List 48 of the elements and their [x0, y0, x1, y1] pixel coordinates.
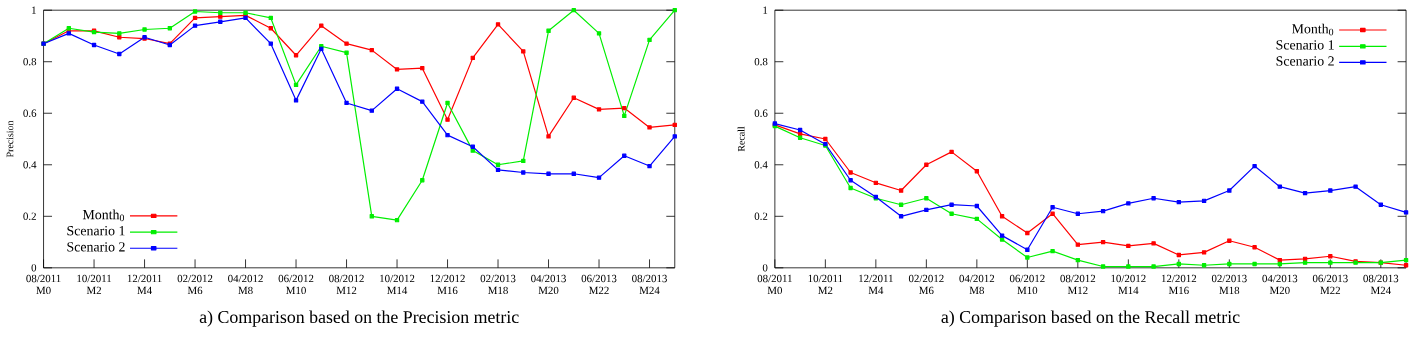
- y-tick-label: 0.8: [754, 57, 768, 66]
- y-axis-title: Precision: [6, 120, 14, 158]
- y-tick-label: 0.2: [754, 212, 768, 220]
- x-tick-label: 08/2011 M0: [757, 274, 792, 295]
- legend-label: Scenario 2: [67, 242, 125, 252]
- x-tick-label: 12/2011 M4: [859, 274, 893, 294]
- x-tick-label: 12/2012 M16: [1161, 274, 1197, 295]
- legend-label: Scenario 1: [67, 226, 125, 236]
- text: a) Comparison based on the Precision metric: [199, 310, 519, 327]
- x-tick-label: 08/2011 M0: [26, 274, 61, 295]
- y-tick-label: 0.4: [754, 161, 768, 169]
- y-tick-label: 0.4: [23, 161, 37, 169]
- y-tick-label: 0.8: [23, 57, 37, 66]
- y-tick-label: 0: [31, 264, 37, 272]
- x-tick-label: 04/2012 M8: [228, 274, 263, 295]
- x-tick-label: 12/2012 M16: [430, 274, 465, 295]
- y-tick-label: 1: [763, 6, 768, 14]
- x-tick-label: 08/2012 M12: [1060, 274, 1096, 294]
- x-tick-label: 12/2011 M4: [127, 274, 162, 294]
- y-tick-label: 0: [762, 264, 768, 272]
- x-tick-label: 10/2011 M2: [808, 274, 843, 294]
- x-tick-label: 06/2012 M10: [278, 274, 314, 295]
- x-tick-label: 10/2012 M14: [380, 274, 415, 294]
- x-tick-label: 02/2013 M18: [1211, 274, 1247, 295]
- legend-label: Scenario 2: [1276, 56, 1334, 66]
- x-tick-label: 02/2012 M6: [908, 274, 944, 295]
- x-tick-label: 06/2013 M22: [1312, 274, 1348, 294]
- legend-label: Month$_{0}$: [82, 209, 125, 222]
- x-tick-label: 04/2013 M20: [531, 274, 566, 295]
- legend-label: Scenario 1: [1276, 40, 1334, 50]
- x-tick-label: 04/2013 M20: [1262, 274, 1298, 295]
- y-axis-title: Recall: [737, 126, 745, 152]
- x-tick-label: 08/2012 M12: [329, 274, 364, 294]
- x-tick-label: 06/2012 M10: [1009, 274, 1045, 295]
- x-tick-label: 02/2013 M18: [480, 274, 516, 295]
- y-tick-label: 1: [32, 6, 36, 14]
- y-tick-label: 0.6: [23, 109, 37, 117]
- legend-label: Month$_{0}$: [1292, 23, 1334, 36]
- text: a) Comparison based on the Recall metric: [941, 310, 1240, 327]
- x-tick-label: 02/2012 M6: [177, 274, 213, 295]
- x-tick-label: 10/2012 M14: [1111, 274, 1146, 294]
- x-tick-label: 08/2013 M24: [632, 274, 667, 294]
- x-tick-label: 10/2011 M2: [77, 274, 112, 294]
- y-tick-label: 0.6: [754, 109, 768, 117]
- x-tick-label: 08/2013 M24: [1363, 274, 1399, 294]
- x-tick-label: 06/2013 M22: [581, 274, 617, 294]
- x-tick-label: 04/2012 M8: [959, 274, 995, 295]
- y-tick-label: 0.2: [23, 212, 36, 220]
